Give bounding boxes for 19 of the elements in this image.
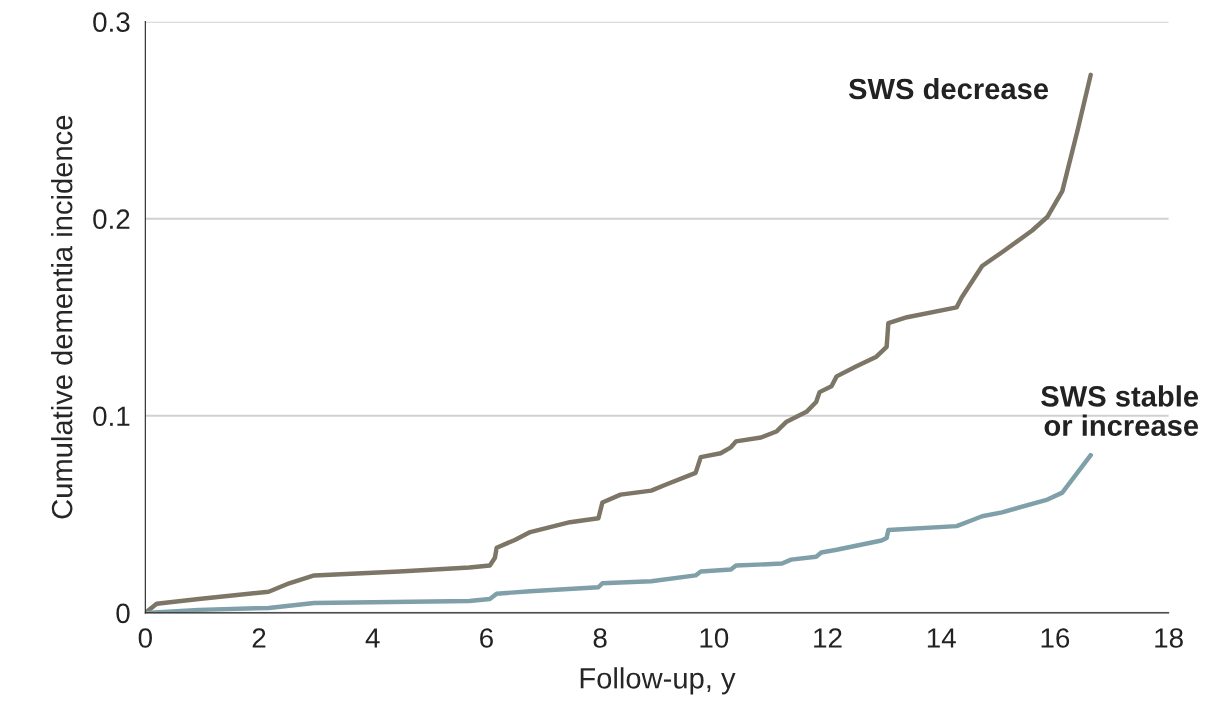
series-label: SWS stable or increase [1041,385,1199,437]
y-tick-label: 0.3 [93,12,130,32]
y-tick-label: 0.1 [93,406,130,427]
line-series [145,452,1093,613]
x-tick-label: 10 [700,628,729,648]
x-tick-label: 0 [138,628,152,648]
x-tick-label: 4 [365,628,380,648]
y-axis-title: Cumulative dementia incidence [51,115,73,519]
x-tick-label: 8 [593,628,607,648]
series-label: SWS decrease [848,77,1049,100]
x-tick-label: 6 [480,628,493,648]
x-tick-label: 18 [1155,628,1183,648]
x-tick-label: 16 [1041,628,1070,648]
x-axis-title: Follow-up, y [580,667,736,695]
x-tick-label: 12 [814,628,842,648]
y-tick-label: 0 [116,603,130,624]
y-tick-label: 0.2 [93,209,130,230]
x-tick-label: 14 [927,628,956,648]
x-tick-label: 2 [252,628,266,648]
